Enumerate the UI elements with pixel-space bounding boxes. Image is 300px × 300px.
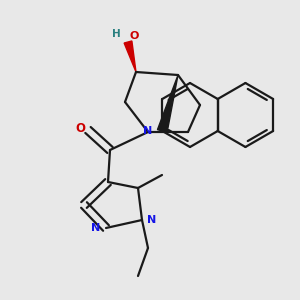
Text: O: O [75, 122, 85, 134]
Text: N: N [147, 215, 157, 225]
Polygon shape [124, 41, 136, 72]
Text: O: O [129, 31, 139, 41]
Text: H: H [112, 29, 120, 39]
Text: N: N [143, 126, 153, 136]
Polygon shape [158, 75, 178, 132]
Text: N: N [92, 223, 100, 233]
